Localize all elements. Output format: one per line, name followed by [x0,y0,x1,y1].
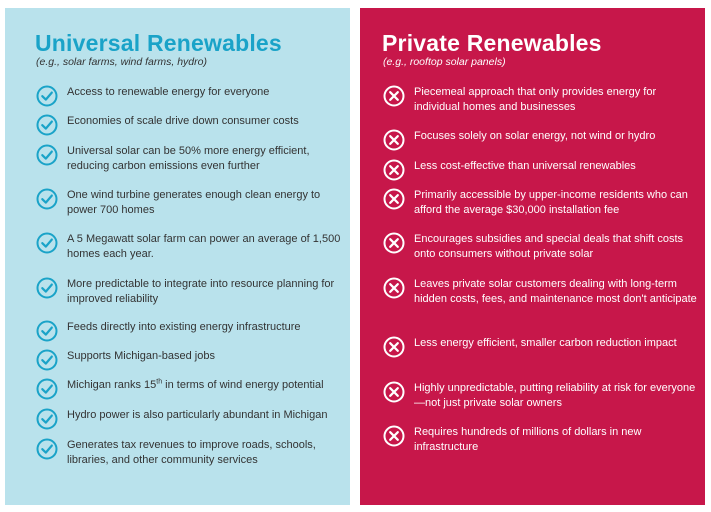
private-list-item: Highly unpredictable, putting reliabilit… [383,381,698,411]
private-title: Private Renewables [382,30,602,56]
universal-subtitle: (e.g., solar farms, wind farms, hydro) [36,56,207,68]
x-circle-icon [383,85,405,107]
universal-list-item: Universal solar can be 50% more energy e… [36,144,341,174]
x-circle-icon [383,129,405,151]
private-list-item: Leaves private solar customers dealing w… [383,277,698,307]
universal-item-text: Michigan ranks 15th in terms of wind ene… [67,378,324,391]
universal-item-text: Economies of scale drive down consumer c… [67,115,299,127]
x-circle-icon [383,159,405,181]
private-item-text: Encourages subsidies and special deals t… [414,233,684,260]
universal-list-item: Hydro power is also particularly abundan… [36,408,341,430]
check-circle-icon [36,232,58,254]
universal-list-item: Michigan ranks 15th in terms of wind ene… [36,378,341,400]
universal-renewables-panel: Universal Renewables (e.g., solar farms,… [5,8,350,505]
x-circle-icon [383,232,405,254]
universal-list-item: Economies of scale drive down consumer c… [36,114,341,136]
private-list-item: Requires hundreds of millions of dollars… [383,425,698,455]
universal-item-text: Feeds directly into existing energy infr… [67,321,301,333]
universal-list-item: Generates tax revenues to improve roads,… [36,438,341,468]
check-circle-icon [36,277,58,299]
universal-list-item: A 5 Megawatt solar farm can power an ave… [36,232,341,262]
private-item-text: Less cost-effective than universal renew… [414,160,636,172]
private-subtitle: (e.g., rooftop solar panels) [383,56,506,68]
universal-item-text: One wind turbine generates enough clean … [67,189,321,216]
check-circle-icon [36,188,58,210]
check-circle-icon [36,114,58,136]
universal-list-item: One wind turbine generates enough clean … [36,188,341,218]
private-list-item: Less energy efficient, smaller carbon re… [383,336,698,358]
private-item-text: Piecemeal approach that only provides en… [414,86,657,113]
x-circle-icon [383,188,405,210]
x-circle-icon [383,425,405,447]
private-list-item: Primarily accessible by upper-income res… [383,188,698,218]
check-circle-icon [36,320,58,342]
x-circle-icon [383,336,405,358]
private-item-text: Highly unpredictable, putting reliabilit… [414,382,696,409]
universal-item-text: A 5 Megawatt solar farm can power an ave… [67,233,341,260]
x-circle-icon [383,277,405,299]
private-renewables-panel: Private Renewables (e.g., rooftop solar … [360,8,705,505]
check-circle-icon [36,85,58,107]
private-item-text: Requires hundreds of millions of dollars… [414,426,642,453]
private-list-item: Less cost-effective than universal renew… [383,159,698,181]
private-list-item: Piecemeal approach that only provides en… [383,85,698,115]
universal-list-item: Supports Michigan-based jobs [36,349,341,371]
universal-list-item: Access to renewable energy for everyone [36,85,341,107]
private-list-item: Focuses solely on solar energy, not wind… [383,129,698,151]
check-circle-icon [36,144,58,166]
check-circle-icon [36,408,58,430]
check-circle-icon [36,438,58,460]
check-circle-icon [36,349,58,371]
private-item-text: Less energy efficient, smaller carbon re… [414,337,677,349]
universal-item-text: Supports Michigan-based jobs [67,350,215,362]
private-list-item: Encourages subsidies and special deals t… [383,232,698,262]
universal-item-text: Generates tax revenues to improve roads,… [67,439,316,466]
universal-item-text: More predictable to integrate into resou… [67,278,335,305]
universal-list-item: More predictable to integrate into resou… [36,277,341,307]
private-item-text: Leaves private solar customers dealing w… [414,278,697,305]
universal-list-item: Feeds directly into existing energy infr… [36,320,341,342]
private-item-text: Focuses solely on solar energy, not wind… [414,130,656,142]
private-item-text: Primarily accessible by upper-income res… [414,189,688,216]
universal-item-text: Universal solar can be 50% more energy e… [67,145,310,172]
universal-title: Universal Renewables [35,30,282,56]
universal-item-text: Access to renewable energy for everyone [67,86,270,98]
universal-item-text: Hydro power is also particularly abundan… [67,409,328,421]
x-circle-icon [383,381,405,403]
check-circle-icon [36,378,58,400]
